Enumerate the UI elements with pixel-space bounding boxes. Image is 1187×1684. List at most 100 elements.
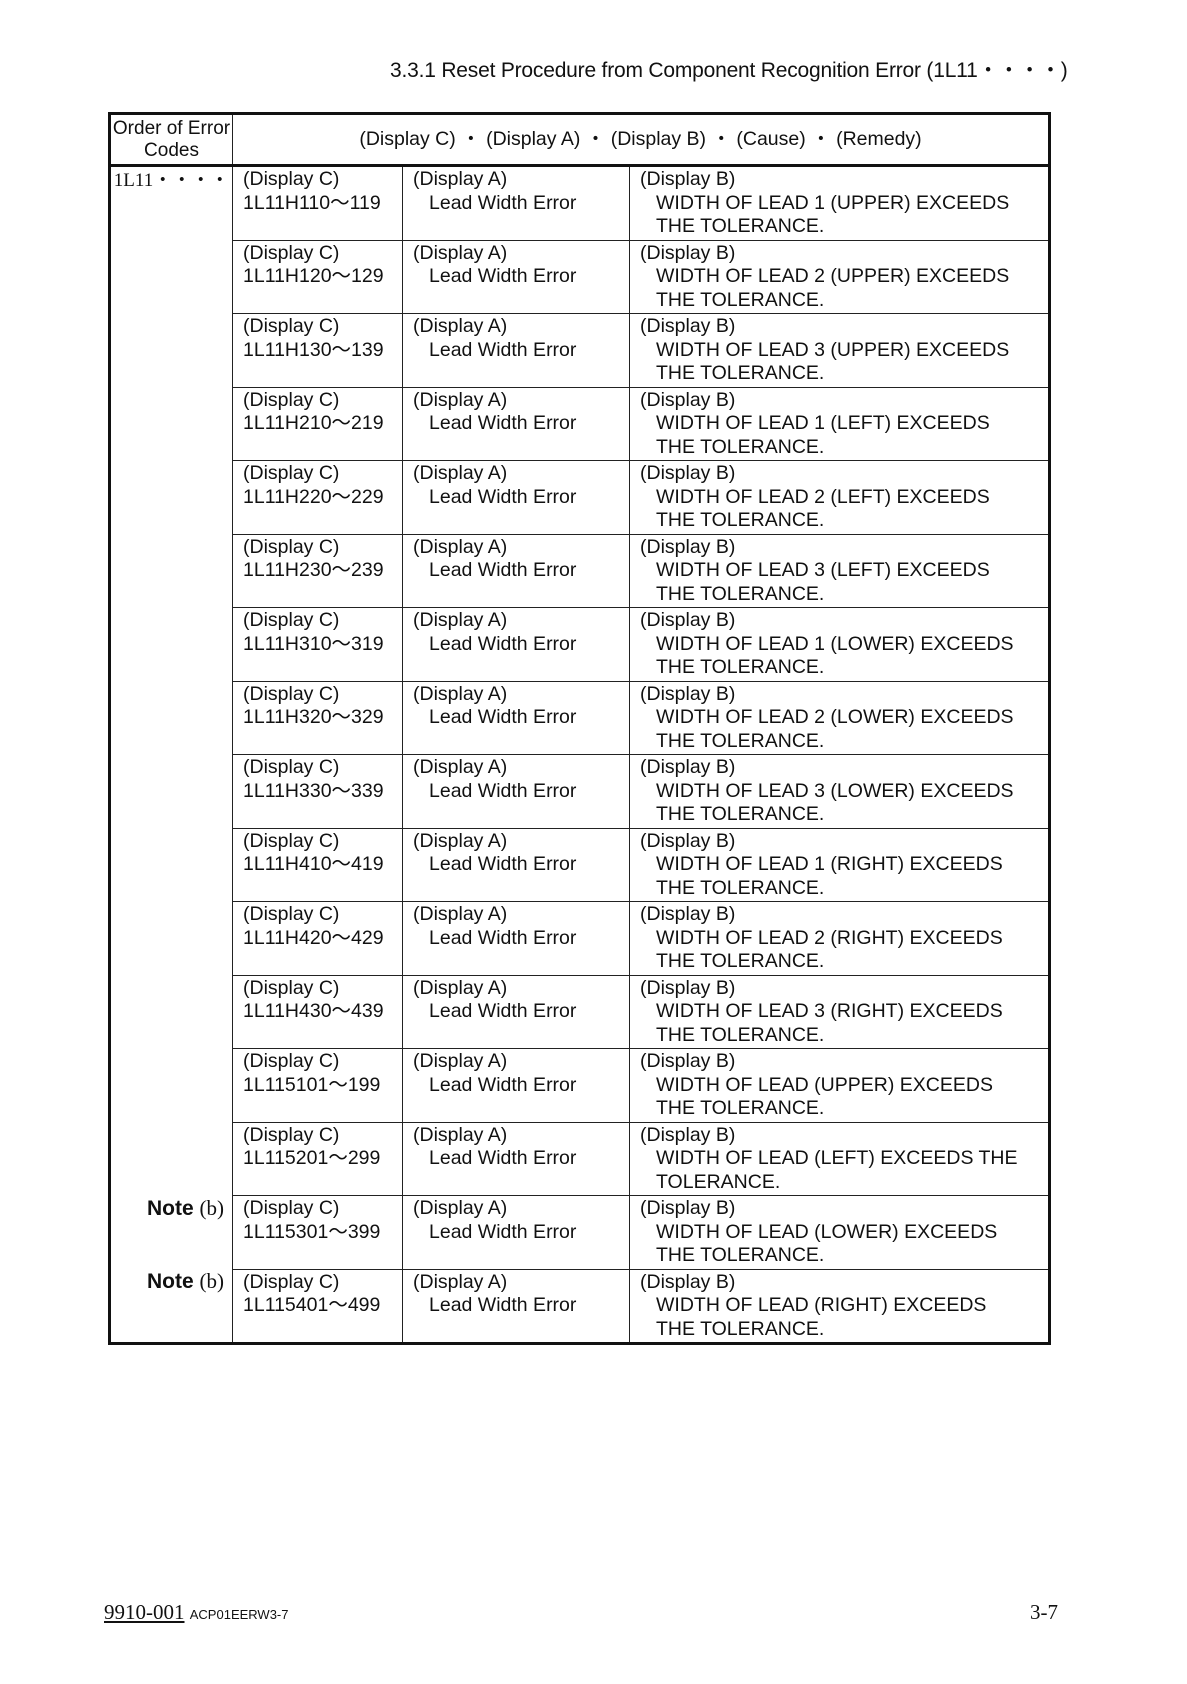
display-b-label: (Display B)	[640, 756, 736, 778]
display-c-label: (Display C)	[243, 168, 340, 190]
display-b-text-line2: THE TOLERANCE.	[656, 582, 825, 605]
display-b-label: (Display B)	[640, 168, 736, 190]
note-ref: (b)	[199, 1269, 225, 1293]
display-b-label: (Display B)	[640, 462, 736, 484]
table-row: Note (b) (Display C) 1L115401〜499 (Display …	[109, 1268, 1051, 1344]
order-cell	[109, 828, 233, 902]
display-b-label: (Display B)	[640, 315, 736, 337]
page-number: 3-7	[1030, 1600, 1058, 1624]
display-a-cell: (Display A) Lead Width Error	[402, 239, 630, 314]
display-a-text: Lead Width Error	[429, 706, 577, 728]
display-b-text-line1: WIDTH OF LEAD 1 (LEFT) EXCEEDS	[656, 412, 990, 434]
display-b-label: (Display B)	[640, 609, 736, 631]
display-c-cell: (Display C) 1L11H220〜229	[232, 460, 403, 535]
doc-number: 9910-001	[104, 1600, 185, 1624]
display-b-label: (Display B)	[640, 241, 736, 264]
display-c-label: (Display C)	[243, 1270, 340, 1293]
display-b-cell: (Display B) WIDTH OF LEAD (UPPER) EXCEEDS…	[628, 1048, 1051, 1123]
display-b-text-line1: WIDTH OF LEAD 2 (LEFT) EXCEEDS	[656, 485, 990, 508]
order-cell	[109, 607, 233, 681]
display-a-text: Lead Width Error	[429, 485, 577, 508]
order-cell	[109, 975, 233, 1049]
display-a-label: (Display A)	[413, 756, 508, 778]
display-b-text-line1: WIDTH OF LEAD 3 (LEFT) EXCEEDS	[656, 559, 990, 581]
display-a-label: (Display A)	[413, 1050, 508, 1072]
order-code: 1L11・・・・	[113, 170, 230, 191]
display-b-cell: (Display B) WIDTH OF LEAD 3 (LOWER) EXCEE…	[628, 754, 1051, 829]
display-a-label: (Display A)	[413, 1123, 508, 1146]
display-b-text-line1: WIDTH OF LEAD (LOWER) EXCEEDS	[656, 1220, 998, 1243]
table-row: (Display C) 1L11H210〜219 (Display A) Lead W…	[109, 386, 1051, 461]
display-b-cell: (Display B) WIDTH OF LEAD 1 (LOWER) EXCEE…	[628, 607, 1051, 682]
error-code: 1L115401〜499	[243, 1294, 381, 1316]
order-cell	[109, 754, 233, 828]
display-a-cell: (Display A) Lead Width Error	[402, 1048, 630, 1123]
display-a-cell: (Display A) Lead Width Error	[402, 1195, 630, 1270]
display-a-text: Lead Width Error	[429, 779, 577, 802]
display-b-label: (Display B)	[640, 829, 736, 852]
order-cell	[109, 387, 233, 461]
table-row: (Display C) 1L11H420〜429 (Display A) Lead W…	[109, 901, 1051, 976]
display-a-label: (Display A)	[413, 168, 508, 190]
display-a-label: (Display A)	[413, 241, 508, 264]
table-row: (Display C) 1L11H230〜239 (Display A) Lead W…	[109, 533, 1051, 608]
order-cell	[109, 240, 233, 314]
display-a-text: Lead Width Error	[429, 632, 577, 655]
display-c-cell: (Display C) 1L11H310〜319	[232, 607, 403, 682]
display-b-text-line1: WIDTH OF LEAD 2 (RIGHT) EXCEEDS	[656, 926, 1003, 949]
display-b-text-line2: THE TOLERANCE.	[656, 509, 825, 531]
display-c-label: (Display C)	[243, 1123, 340, 1146]
display-c-label: (Display C)	[243, 535, 340, 558]
display-b-label: (Display B)	[640, 1123, 736, 1146]
display-b-cell: (Display B) WIDTH OF LEAD (RIGHT) EXCEEDS…	[628, 1268, 1051, 1344]
section-title: 3.3.1 Reset Procedure from Component Rec…	[390, 59, 1068, 82]
display-b-text-line1: WIDTH OF LEAD 1 (UPPER) EXCEEDS	[656, 191, 1010, 214]
display-c-cell: (Display C) 1L11H210〜219	[232, 386, 403, 461]
display-b-text-line1: WIDTH OF LEAD (RIGHT) EXCEEDS	[656, 1294, 987, 1316]
table-row: (Display C) 1L11H320〜329 (Display A) Lead W…	[109, 680, 1051, 755]
display-c-label: (Display C)	[243, 976, 340, 999]
error-code: 1L115301〜399	[243, 1220, 381, 1243]
display-a-cell: (Display A) Lead Width Error	[402, 754, 630, 829]
note-text: Note	[146, 1196, 194, 1220]
display-a-label: (Display A)	[413, 976, 508, 999]
display-a-label: (Display A)	[413, 535, 508, 558]
display-c-cell: (Display C) 1L11H110〜119	[232, 165, 403, 241]
display-b-cell: (Display B) WIDTH OF LEAD 3 (LEFT) EXCEED…	[628, 533, 1051, 608]
note-label: Note (b)	[111, 1269, 232, 1294]
display-c-cell: (Display C) 1L115101〜199	[232, 1048, 403, 1123]
display-a-label: (Display A)	[413, 682, 508, 705]
display-b-cell: (Display B) WIDTH OF LEAD (LEFT) EXCEEDS …	[628, 1121, 1051, 1196]
display-b-text-line1: WIDTH OF LEAD 1 (RIGHT) EXCEEDS	[656, 853, 1003, 875]
error-code: 1L11H130〜139	[243, 338, 384, 361]
order-cell: Note (b)	[109, 1269, 233, 1344]
display-b-text-line1: WIDTH OF LEAD 1 (LOWER) EXCEEDS	[656, 632, 1014, 655]
display-a-label: (Display A)	[413, 1270, 508, 1293]
order-cell	[109, 460, 233, 534]
display-b-text-line2: TOLERANCE.	[656, 1170, 781, 1193]
error-code: 1L11H310〜319	[243, 632, 384, 655]
display-a-text: Lead Width Error	[429, 191, 577, 214]
display-b-cell: (Display B) WIDTH OF LEAD 2 (LOWER) EXCEE…	[628, 680, 1051, 755]
display-b-cell: (Display B) WIDTH OF LEAD 3 (UPPER) EXCEE…	[628, 313, 1051, 388]
display-b-text-line1: WIDTH OF LEAD (UPPER) EXCEEDS	[656, 1073, 993, 1096]
table-row: (Display C) 1L11H330〜339 (Display A) Lead W…	[109, 754, 1051, 829]
display-c-label: (Display C)	[243, 609, 340, 631]
table-row: Note (b) (Display C) 1L115301〜399 (Display …	[109, 1195, 1051, 1270]
display-c-cell: (Display C) 1L115201〜299	[232, 1121, 403, 1196]
display-c-cell: (Display C) 1L11H410〜419	[232, 827, 403, 902]
display-a-text: Lead Width Error	[429, 1147, 577, 1169]
display-b-label: (Display B)	[640, 976, 736, 999]
display-b-text-line2: THE TOLERANCE.	[656, 950, 825, 972]
header-display-columns: (Display C) ・ (Display A) ・ (Display B) …	[231, 113, 1051, 167]
display-b-label: (Display B)	[640, 1197, 736, 1219]
display-c-label: (Display C)	[243, 315, 340, 337]
display-b-text-line2: THE TOLERANCE.	[656, 288, 825, 311]
display-a-label: (Display A)	[413, 903, 508, 925]
display-c-label: (Display C)	[243, 1197, 340, 1219]
order-cell: 1L11・・・・	[109, 165, 233, 240]
display-c-cell: (Display C) 1L11H320〜329	[232, 680, 403, 755]
display-b-text-line2: THE TOLERANCE.	[656, 362, 825, 384]
display-b-text-line2: THE TOLERANCE.	[656, 1097, 825, 1119]
order-cell	[109, 1122, 233, 1196]
